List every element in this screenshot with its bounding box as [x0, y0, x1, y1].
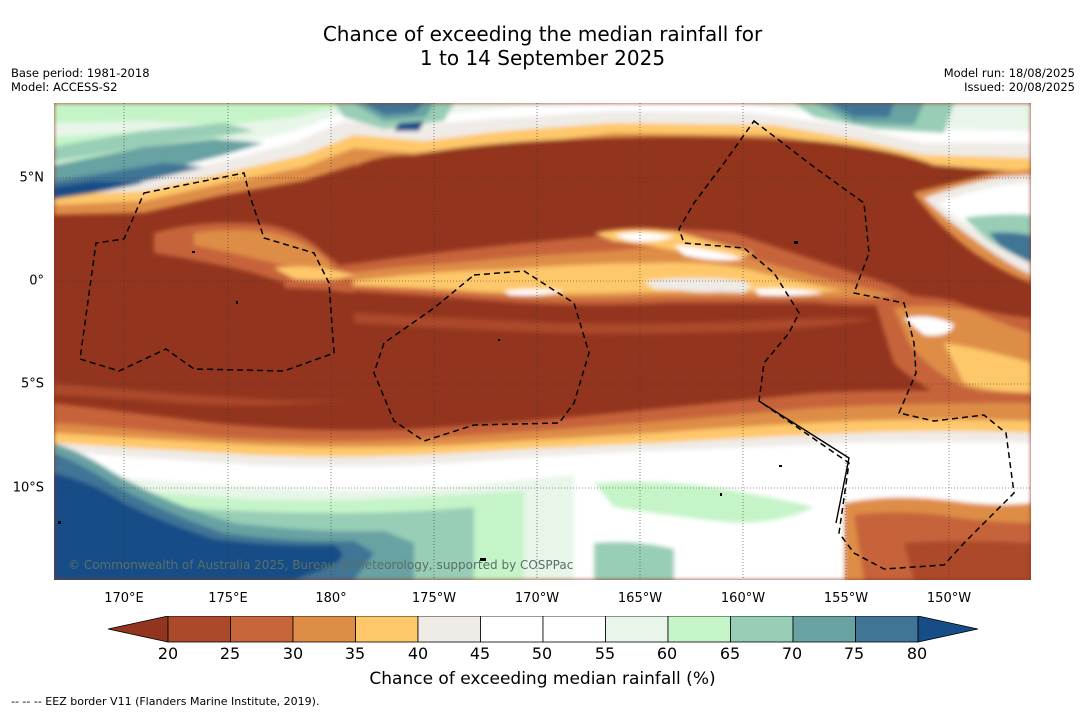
contour-20-25-west-streak [54, 383, 354, 406]
colorbar [108, 616, 978, 643]
colorbar-tick: 60 [656, 644, 678, 663]
eez-border-segment [758, 400, 850, 524]
lat-tick-0: 0° [29, 273, 44, 289]
lat-tick-10s: 10°S [12, 480, 44, 496]
island [236, 301, 238, 304]
copyright-credit: © Commonwealth of Australia 2025, Bureau… [68, 558, 574, 572]
lon-tick-180: 180° [315, 591, 347, 606]
lon-tick-165w: 165°W [617, 591, 663, 606]
contour-45-55-southeast [904, 316, 954, 336]
probability-contours [54, 103, 1031, 580]
contour-35-40-west [274, 266, 354, 281]
map-canvas [54, 103, 1031, 580]
colorbar-label: Chance of exceeding median rainfall (%) [369, 669, 716, 689]
lon-tick-170e: 170°E [104, 591, 144, 606]
eez-border-kiribati-phoenix [373, 270, 590, 442]
map-title-line-1: Chance of exceeding the median rainfall … [322, 22, 763, 46]
island [498, 339, 500, 341]
colorbar-bin [855, 616, 919, 643]
contour-20-25-southeast-corner [904, 541, 1031, 580]
colorbar-tick: 35 [344, 644, 366, 663]
eez-solid-border [758, 400, 850, 524]
base-period-label: Base period: 1981-2018 [11, 66, 150, 80]
contour-55-60-north [54, 103, 1031, 169]
island [192, 251, 195, 253]
colorbar-extension-high [917, 616, 978, 643]
model-label: Model: ACCESS-S2 [11, 80, 118, 94]
contour-60-65-south-central [594, 481, 814, 523]
eez-border-kiribati-line [678, 119, 1015, 570]
colorbar-tick: 65 [719, 644, 741, 663]
contour-65-70-south-central [594, 541, 674, 580]
colorbar-bin [167, 616, 231, 643]
colorbar-bin [667, 616, 731, 643]
map-title-line-2: 1 to 14 September 2025 [419, 46, 666, 70]
colorbar-tick: 25 [219, 644, 241, 663]
island [480, 558, 486, 561]
island [779, 465, 782, 467]
lon-tick-160w: 160°W [720, 591, 766, 606]
colorbar-tick: 40 [407, 644, 429, 663]
colorbar-tick: 70 [781, 644, 803, 663]
lon-tick-155w: 155°W [823, 591, 869, 606]
lat-tick-5n: 5°N [19, 170, 45, 186]
colorbar-bin [417, 616, 481, 643]
colorbar-bin [605, 616, 669, 643]
colorbar-bin [355, 616, 419, 643]
colorbar-bin [230, 616, 294, 643]
colorbar-bin [542, 616, 606, 643]
colorbar-tick: 20 [157, 644, 179, 663]
colorbar-bin [292, 616, 356, 643]
model-run-label: Model run: 18/08/2025 [943, 66, 1075, 80]
colorbar-tick: 80 [906, 644, 928, 663]
issued-label: Issued: 20/08/2025 [964, 80, 1075, 94]
contour-70-75-north [54, 103, 924, 195]
island [720, 493, 722, 496]
colorbar-extension-low [108, 616, 169, 643]
contour-45-55-equator [504, 281, 824, 296]
lon-tick-175w: 175°W [411, 591, 457, 606]
contour-35-40-southeast [944, 343, 1031, 393]
colorbar-bin [730, 616, 794, 643]
lon-tick-175e: 175°E [208, 591, 248, 606]
colorbar-tick: 55 [594, 644, 616, 663]
eez-border-kiribati-gilbert [79, 172, 335, 372]
contour-75-80-east-lobe [989, 232, 1031, 263]
colorbar-bin [792, 616, 856, 643]
colorbar-tick: 75 [843, 644, 865, 663]
islands [58, 241, 798, 561]
colorbar-tick: 45 [469, 644, 491, 663]
contour-below-20-ridge-north [324, 136, 1031, 221]
island [794, 241, 798, 244]
colorbar-tick: 50 [531, 644, 553, 663]
contour-20-25-core-streak [354, 313, 874, 334]
colorbar-tick: 30 [282, 644, 304, 663]
contour-45-55-equator-north [614, 232, 744, 261]
colorbar-bin [480, 616, 544, 643]
eez-borders [79, 119, 1015, 570]
contour-above-80-north [54, 121, 424, 199]
contour-30-35-west [194, 230, 334, 269]
rainfall-probability-map: © Commonwealth of Australia 2025, Bureau… [54, 103, 1031, 580]
contour-40-45-equator [644, 278, 749, 293]
lon-tick-150w: 150°W [926, 591, 972, 606]
contour-above-80-south [54, 473, 342, 580]
lon-tick-170w: 170°W [514, 591, 560, 606]
lat-tick-5s: 5°S [20, 376, 44, 392]
island [58, 521, 61, 524]
eez-footnote: -- -- -- EEZ border V11 (Flanders Marine… [11, 695, 320, 708]
